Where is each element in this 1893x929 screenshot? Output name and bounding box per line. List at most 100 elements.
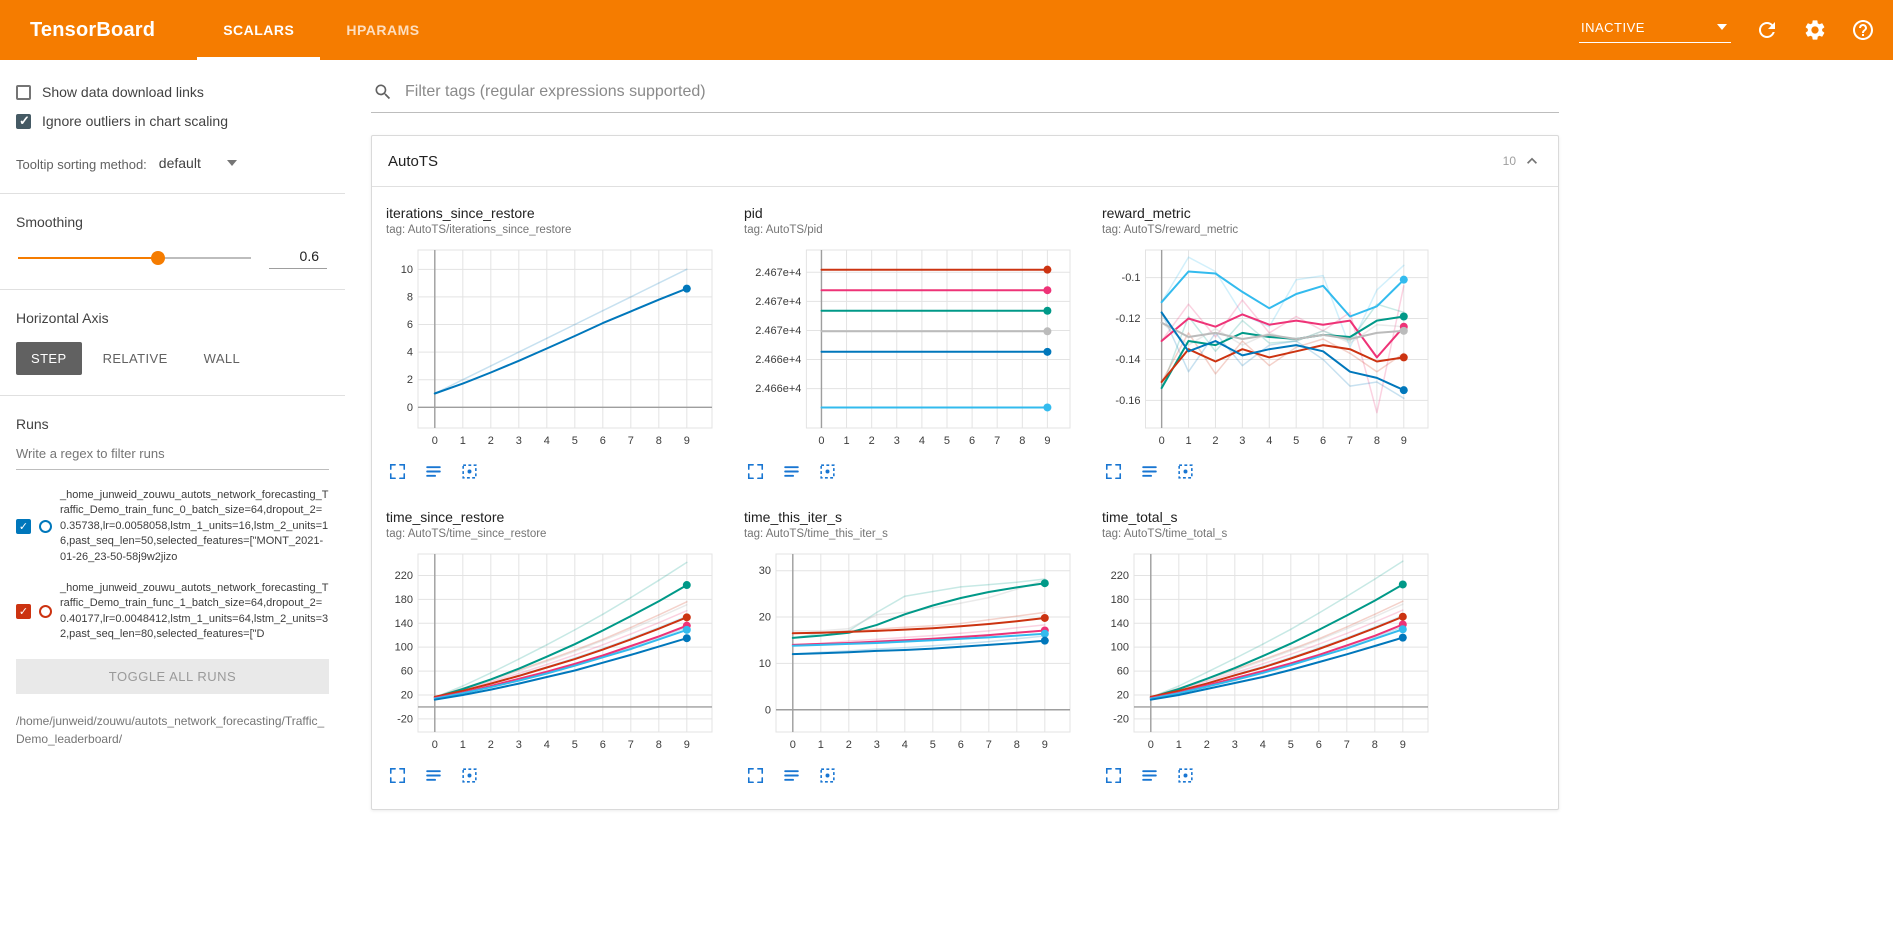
expand-icon[interactable] — [388, 766, 407, 785]
svg-text:5: 5 — [930, 739, 936, 751]
expand-icon[interactable] — [746, 462, 765, 481]
svg-text:8: 8 — [407, 291, 413, 303]
svg-text:1: 1 — [1185, 435, 1191, 447]
checkbox-label: Ignore outliers in chart scaling — [42, 113, 228, 129]
chart-plot[interactable]: 0 1 2 3 4 5 6 7 8 9 2.467e+4 2.467e+4 2.467e+4 2.466e… — [744, 242, 1080, 454]
svg-text:1: 1 — [460, 739, 466, 751]
expand-icon[interactable] — [1104, 462, 1123, 481]
chart-title: pid — [744, 205, 763, 221]
svg-text:140: 140 — [1111, 618, 1129, 630]
settings-gear-icon[interactable] — [1803, 18, 1827, 42]
svg-text:1: 1 — [818, 739, 824, 751]
menu-bars-icon[interactable] — [1140, 766, 1159, 785]
tag-filter-input[interactable] — [405, 83, 1557, 101]
svg-text:1: 1 — [1176, 739, 1182, 751]
svg-text:4: 4 — [902, 739, 908, 751]
fit-domain-icon[interactable] — [460, 766, 479, 785]
chart-plot[interactable]: 0 1 2 3 4 5 6 7 8 9 -20 20 60 100 140 180 220 — [1102, 546, 1438, 758]
chart-actions — [744, 766, 1090, 785]
fit-domain-icon[interactable] — [818, 462, 837, 481]
svg-text:7: 7 — [1347, 435, 1353, 447]
svg-text:2: 2 — [846, 739, 852, 751]
svg-text:5: 5 — [944, 435, 950, 447]
expand-icon[interactable] — [1104, 766, 1123, 785]
slider-thumb[interactable] — [150, 250, 165, 265]
ignore-outliers-checkbox[interactable]: Ignore outliers in chart scaling — [16, 113, 329, 129]
toggle-all-runs-button[interactable]: TOGGLE ALL RUNS — [16, 658, 329, 694]
svg-text:8: 8 — [656, 435, 662, 447]
reload-status-dropdown[interactable]: INACTIVE — [1579, 18, 1731, 43]
menu-bars-icon[interactable] — [424, 766, 443, 785]
expand-icon[interactable] — [388, 462, 407, 481]
fit-domain-icon[interactable] — [460, 462, 479, 481]
svg-text:9: 9 — [684, 435, 690, 447]
menu-bars-icon[interactable] — [1140, 462, 1159, 481]
run-radio[interactable] — [39, 605, 52, 619]
slider-track — [18, 256, 251, 259]
tab-hparams[interactable]: HPARAMS — [346, 22, 420, 38]
tooltip-sorting-select[interactable]: default — [159, 155, 237, 173]
run-radio[interactable] — [39, 519, 52, 533]
refresh-icon[interactable] — [1755, 18, 1779, 42]
svg-text:60: 60 — [401, 666, 413, 678]
menu-bars-icon[interactable] — [782, 766, 801, 785]
expand-icon[interactable] — [746, 766, 765, 785]
chart-plot[interactable]: 0 1 2 3 4 5 6 7 8 9 0 10 20 30 — [744, 546, 1080, 758]
chart-plot[interactable]: 0 1 2 3 4 5 6 7 8 9 -20 20 60 100 140 180 220 — [386, 546, 722, 758]
menu-bars-icon[interactable] — [424, 462, 443, 481]
smoothing-slider[interactable] — [18, 250, 251, 265]
section-title[interactable]: AutoTS — [388, 152, 439, 170]
svg-text:2.467e+4: 2.467e+4 — [755, 296, 801, 308]
section-count: 10 — [1502, 154, 1516, 168]
fit-domain-icon[interactable] — [818, 766, 837, 785]
horizontal-axis-label: Horizontal Axis — [16, 310, 109, 326]
chart-title: time_since_restore — [386, 509, 505, 525]
chart-plot[interactable]: 0 1 2 3 4 5 6 7 8 9 0 2 4 6 8 10 — [386, 242, 722, 454]
run-checkbox[interactable]: ✓ — [16, 604, 31, 620]
svg-text:8: 8 — [1374, 435, 1380, 447]
chart-plot[interactable]: 0 1 2 3 4 5 6 7 8 9 -0.1 -0.12 -0.14 -0.16 — [1102, 242, 1438, 454]
svg-text:7: 7 — [628, 739, 634, 751]
svg-text:8: 8 — [1014, 739, 1020, 751]
svg-text:4: 4 — [1260, 739, 1266, 751]
svg-text:-0.1: -0.1 — [1122, 272, 1141, 284]
divider — [0, 395, 345, 396]
svg-text:0: 0 — [1159, 435, 1165, 447]
axis-option-step[interactable]: STEP — [16, 342, 82, 375]
svg-text:2.466e+4: 2.466e+4 — [755, 354, 801, 366]
svg-text:2: 2 — [869, 435, 875, 447]
tooltip-sorting-value: default — [158, 155, 201, 171]
run-item: ✓ _home_junweid_zouwu_autots_network_fore… — [16, 488, 329, 565]
chevron-up-icon[interactable] — [1522, 151, 1542, 171]
svg-text:2: 2 — [1204, 739, 1210, 751]
menu-bars-icon[interactable] — [782, 462, 801, 481]
run-name: _home_junweid_zouwu_autots_network_forec… — [60, 489, 329, 563]
help-icon[interactable] — [1851, 18, 1875, 42]
runs-label: Runs — [16, 416, 49, 432]
svg-text:20: 20 — [1117, 689, 1129, 701]
fit-domain-icon[interactable] — [1176, 462, 1195, 481]
smoothing-value[interactable]: 0.6 — [269, 246, 327, 269]
svg-text:1: 1 — [460, 435, 466, 447]
show-download-links-checkbox[interactable]: Show data download links — [16, 84, 329, 100]
chart-card: time_total_s tag: AutoTS/time_total_s 0 1 2 3… — [1102, 509, 1448, 785]
chart-tag: tag: AutoTS/pid — [744, 224, 823, 236]
axis-option-relative[interactable]: RELATIVE — [88, 342, 183, 375]
chart-tag: tag: AutoTS/iterations_since_restore — [386, 224, 572, 236]
axis-option-wall[interactable]: WALL — [189, 342, 256, 375]
svg-text:3: 3 — [516, 739, 522, 751]
checkbox-label: Show data download links — [42, 84, 204, 100]
run-checkbox[interactable]: ✓ — [16, 518, 31, 534]
horizontal-axis-options: STEP RELATIVE WALL — [16, 342, 329, 375]
svg-text:1: 1 — [844, 435, 850, 447]
section-header[interactable]: AutoTS 10 — [372, 136, 1558, 187]
chart-card: time_this_iter_s tag: AutoTS/time_this_it… — [744, 509, 1090, 785]
svg-text:4: 4 — [1266, 435, 1272, 447]
runs-filter-input[interactable] — [16, 444, 329, 470]
fit-domain-icon[interactable] — [1176, 766, 1195, 785]
svg-text:2.467e+4: 2.467e+4 — [755, 325, 801, 337]
tab-scalars[interactable]: SCALARS — [197, 0, 320, 60]
runs-base-path: /home/junweid/zouwu/autots_network_forec… — [16, 713, 325, 747]
svg-text:2: 2 — [407, 374, 413, 386]
svg-text:9: 9 — [1401, 435, 1407, 447]
